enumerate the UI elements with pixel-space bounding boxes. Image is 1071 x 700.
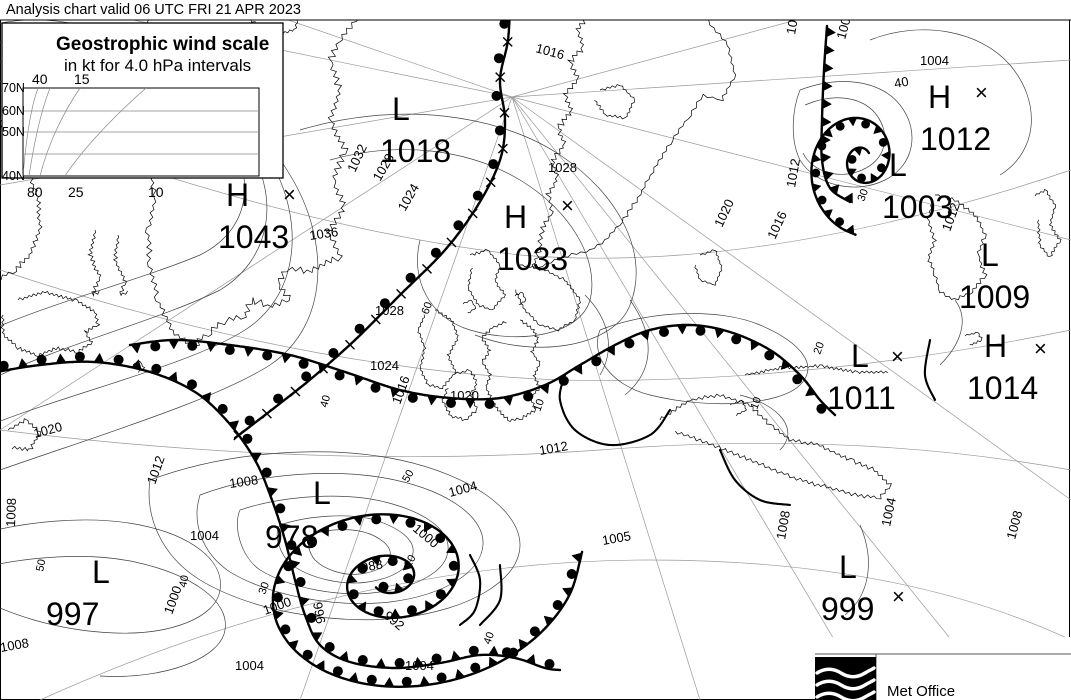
svg-text:1016: 1016 [764, 209, 790, 242]
svg-text:50: 50 [34, 558, 48, 572]
svg-text:1016: 1016 [534, 40, 566, 62]
svg-text:25: 25 [68, 184, 84, 200]
svg-text:1009: 1009 [959, 279, 1030, 315]
svg-text:1033: 1033 [497, 241, 568, 277]
svg-text:999: 999 [821, 591, 874, 627]
svg-text:40: 40 [893, 74, 910, 91]
svg-text:1004: 1004 [878, 496, 899, 527]
svg-text:40: 40 [32, 71, 48, 87]
svg-text:40: 40 [482, 630, 497, 646]
svg-text:1012: 1012 [920, 121, 991, 157]
svg-text:1011: 1011 [827, 380, 896, 416]
svg-text:1036: 1036 [308, 224, 339, 243]
svg-text:10: 10 [148, 184, 164, 200]
svg-text:40: 40 [318, 394, 333, 409]
svg-text:1005: 1005 [601, 528, 632, 548]
svg-text:1020: 1020 [711, 197, 737, 230]
svg-text:L: L [981, 237, 999, 273]
svg-text:10: 10 [532, 397, 547, 413]
svg-text:H: H [928, 79, 951, 115]
svg-text:1000: 1000 [161, 584, 185, 616]
svg-text:70N: 70N [2, 81, 25, 95]
svg-text:80: 80 [27, 184, 43, 200]
svg-text:60: 60 [420, 300, 435, 316]
svg-text:1032: 1032 [344, 142, 370, 175]
svg-text:997: 997 [46, 596, 99, 632]
svg-text:1004: 1004 [235, 658, 264, 673]
svg-text:50N: 50N [2, 125, 25, 139]
svg-text:1004: 1004 [190, 528, 219, 543]
svg-text:H: H [226, 177, 249, 213]
svg-text:1012: 1012 [538, 438, 569, 458]
svg-text:1008: 1008 [773, 509, 793, 540]
svg-text:Met Office: Met Office [887, 683, 955, 700]
svg-text:1004: 1004 [920, 53, 949, 68]
svg-text:1020: 1020 [32, 419, 64, 441]
svg-text:60N: 60N [2, 104, 25, 118]
svg-text:1024: 1024 [395, 181, 422, 214]
svg-text:1008: 1008 [1003, 509, 1025, 541]
svg-text:15: 15 [74, 71, 90, 87]
svg-text:1028: 1028 [548, 160, 577, 175]
svg-text:1024: 1024 [370, 358, 399, 373]
svg-text:1014: 1014 [967, 370, 1038, 406]
svg-text:L: L [839, 549, 857, 585]
svg-text:×: × [892, 584, 905, 609]
svg-text:Geostrophic wind scale: Geostrophic wind scale [56, 34, 269, 55]
svg-text:1003: 1003 [882, 189, 953, 225]
svg-text:×: × [891, 344, 904, 369]
svg-text:1008: 1008 [0, 635, 30, 655]
svg-text:Analysis chart valid 06 UTC F: Analysis chart valid 06 UTC FRI 21 APR 2… [6, 2, 301, 18]
svg-text:L: L [313, 475, 331, 511]
svg-text:30: 30 [856, 187, 871, 203]
svg-text:40: 40 [177, 574, 191, 588]
svg-text:1012: 1012 [144, 454, 168, 486]
svg-text:1008: 1008 [3, 498, 19, 527]
svg-text:L: L [851, 338, 869, 374]
svg-text:20: 20 [812, 340, 827, 356]
svg-text:H: H [504, 199, 527, 235]
svg-text:30: 30 [257, 580, 272, 596]
svg-text:L: L [889, 147, 907, 183]
svg-text:L: L [392, 91, 410, 127]
svg-text:978: 978 [265, 519, 318, 555]
svg-text:H: H [984, 328, 1007, 364]
svg-text:10: 10 [749, 395, 764, 411]
svg-text:×: × [283, 182, 296, 207]
svg-text:1012: 1012 [783, 157, 803, 188]
svg-text:1018: 1018 [380, 133, 451, 169]
svg-text:1043: 1043 [218, 219, 289, 255]
svg-text:×: × [975, 80, 988, 105]
svg-text:×: × [1034, 336, 1047, 361]
svg-text:L: L [92, 554, 110, 590]
svg-text:40N: 40N [2, 169, 25, 183]
svg-text:×: × [561, 193, 574, 218]
svg-text:in kt for 4.0 hPa intervals: in kt for 4.0 hPa intervals [64, 56, 251, 75]
svg-text:1008: 1008 [228, 472, 259, 491]
svg-text:1004: 1004 [447, 478, 479, 500]
